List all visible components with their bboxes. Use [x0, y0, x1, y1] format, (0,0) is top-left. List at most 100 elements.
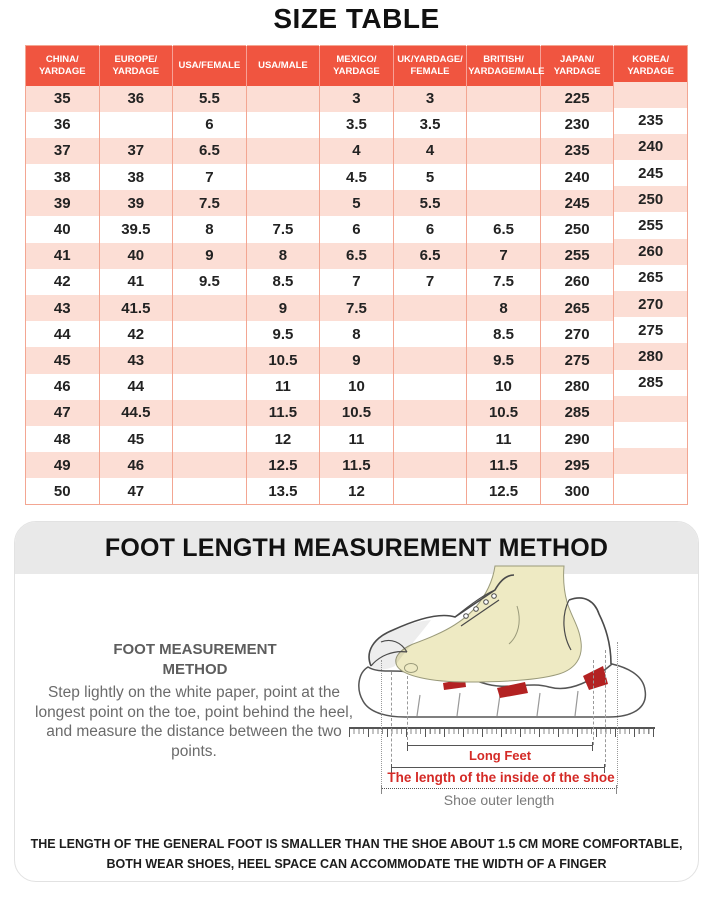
- size-cell: 250: [539, 216, 614, 243]
- size-cell: 11.5: [245, 399, 320, 426]
- size-cell: 260: [539, 268, 614, 295]
- size-cell: 8: [245, 242, 320, 269]
- size-cell: 12: [319, 478, 394, 505]
- size-cell: 37: [25, 137, 100, 165]
- size-cell: [98, 111, 173, 138]
- size-cell: 50: [25, 478, 100, 505]
- size-cell: 44.5: [98, 399, 173, 426]
- outer-length-bracket: [381, 785, 617, 794]
- size-cell: [466, 85, 541, 112]
- size-cell: 39: [25, 190, 100, 217]
- size-cell: [245, 85, 320, 112]
- size-cell: [172, 425, 247, 453]
- size-cell: 9: [245, 295, 320, 322]
- column-header: USA/MALE: [245, 45, 320, 86]
- size-cell: 6.5: [466, 216, 541, 243]
- size-cell: 43: [25, 295, 100, 322]
- size-cell: 8.5: [245, 268, 320, 295]
- size-cell: 9: [319, 347, 394, 374]
- size-cell: 260: [613, 238, 688, 265]
- size-cell: 7.5: [466, 268, 541, 295]
- size-cell: 235: [613, 107, 688, 134]
- measure-guide-line: [593, 660, 594, 745]
- size-cell: [245, 137, 320, 165]
- measure-guide-line: [391, 672, 392, 767]
- measure-guide-line: [605, 650, 606, 767]
- size-cell: 40: [98, 242, 173, 269]
- size-cell: 7.5: [319, 295, 394, 322]
- size-cell: 3: [319, 85, 394, 112]
- table-row: 42 41 9.5 8.5 7 7 7.5 260 265: [25, 264, 688, 295]
- size-cell: 12: [245, 425, 320, 453]
- inside-length-bracket: [391, 764, 605, 773]
- size-cell: 5.5: [392, 190, 467, 217]
- size-cell: [172, 478, 247, 505]
- table-row: 49 46 12.5 11.5 11.5 295: [25, 448, 688, 479]
- size-table-head: CHINA/ YARDAGE EUROPE/ YARDAGE USA/FEMALE U…: [25, 45, 688, 86]
- outer-length-label: Shoe outer length: [443, 792, 555, 808]
- size-table: CHINA/ YARDAGE EUROPE/ YARDAGE USA/FEMALE U…: [25, 45, 688, 505]
- size-cell: 5.5: [172, 85, 247, 112]
- shoe-foot-illustration-icon: [358, 565, 647, 718]
- size-cell: 46: [25, 373, 100, 400]
- size-cell: [172, 321, 247, 348]
- size-cell: 280: [613, 343, 688, 370]
- method-title: FOOT MEASUREMENT METHOD: [113, 641, 277, 678]
- size-cell: [613, 448, 688, 475]
- size-cell: 6.5: [392, 242, 467, 269]
- size-cell: 10.5: [319, 399, 394, 426]
- size-cell: 4.5: [319, 164, 394, 191]
- table-row: 46 44 11 10 10 280 285: [25, 369, 688, 400]
- size-cell: 36: [98, 85, 173, 112]
- size-cell: 5: [319, 190, 394, 217]
- size-cell: 37: [98, 137, 173, 165]
- size-cell: 35: [25, 85, 100, 112]
- size-cell: 245: [613, 160, 688, 187]
- size-cell: 45: [98, 425, 173, 453]
- column-header: JAPAN/ YARDAGE: [539, 45, 614, 86]
- size-cell: [245, 164, 320, 191]
- size-cell: 43: [98, 347, 173, 374]
- size-cell: [613, 421, 688, 449]
- size-cell: 255: [539, 242, 614, 269]
- table-row: 47 44.5 11.5 10.5 10.5 285: [25, 395, 688, 426]
- table-row: 48 45 12 11 11 290: [25, 421, 688, 453]
- size-cell: 225: [539, 85, 614, 112]
- long-feet-bracket: [407, 742, 593, 751]
- size-cell: 270: [539, 321, 614, 348]
- size-cell: 7.5: [245, 216, 320, 243]
- size-cell: 7: [172, 164, 247, 191]
- table-row: 43 41.5 9 7.5 8 265 270: [25, 291, 688, 322]
- size-cell: 280: [539, 373, 614, 400]
- long-feet-label: Long Feet: [468, 748, 532, 763]
- table-row: 39 39 7.5 5 5.5 245 250: [25, 186, 688, 217]
- shoe-measurement-diagram: Long Feet The length of the inside of th…: [345, 564, 690, 829]
- size-cell: 47: [25, 399, 100, 426]
- size-cell: 36: [25, 111, 100, 138]
- size-cell: 44: [25, 321, 100, 348]
- column-header: EUROPE/ YARDAGE: [98, 45, 173, 86]
- size-cell: 12.5: [245, 452, 320, 479]
- size-cell: 3: [392, 85, 467, 112]
- size-cell: 6.5: [319, 242, 394, 269]
- size-cell: 3.5: [392, 111, 467, 138]
- size-cell: 3.5: [319, 111, 394, 138]
- size-cell: 11.5: [466, 452, 541, 479]
- size-cell: 230: [539, 111, 614, 138]
- size-cell: 265: [539, 295, 614, 322]
- size-cell: 11: [319, 425, 394, 453]
- size-cell: [613, 395, 688, 422]
- size-cell: 44: [98, 373, 173, 400]
- section-title: FOOT LENGTH MEASUREMENT METHOD: [104, 533, 609, 562]
- size-cell: 48: [25, 425, 100, 453]
- size-cell: [466, 137, 541, 165]
- size-cell: 8: [172, 216, 247, 243]
- size-cell: [392, 347, 467, 374]
- size-cell: [172, 347, 247, 374]
- size-cell: 8.5: [466, 321, 541, 348]
- size-cell: [245, 111, 320, 138]
- size-cell: 13.5: [245, 478, 320, 505]
- measurement-card: FOOT LENGTH MEASUREMENT METHOD FOOT MEAS…: [14, 521, 699, 882]
- column-header: MEXICO/ YARDAGE: [319, 45, 394, 86]
